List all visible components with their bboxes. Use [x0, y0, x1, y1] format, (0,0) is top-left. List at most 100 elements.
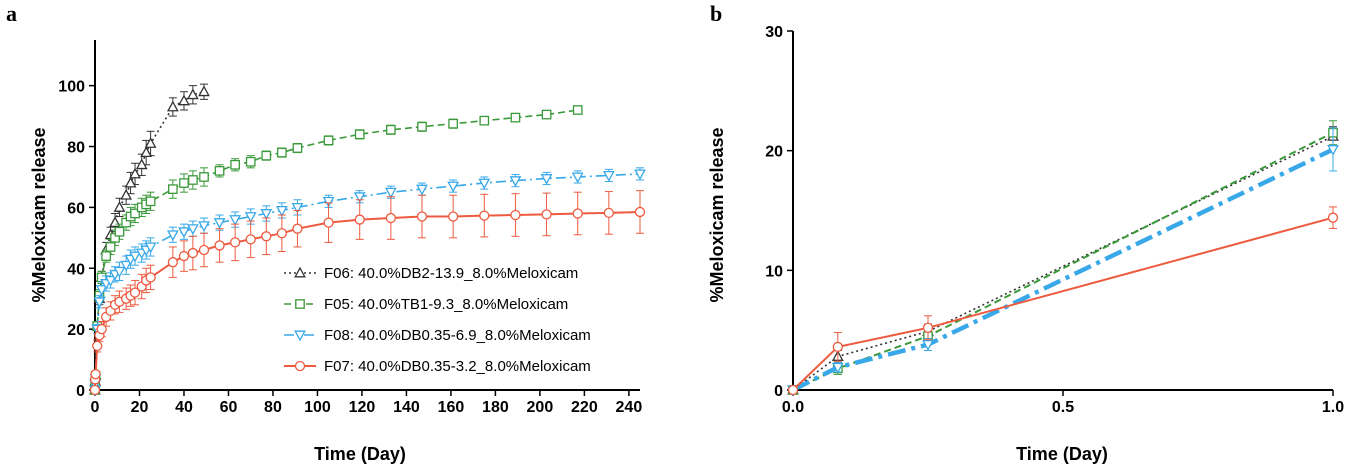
data-point-f06 — [129, 167, 141, 179]
data-point-f07 — [187, 247, 199, 259]
data-point-f05 — [572, 105, 583, 115]
y-tick-label-a: 60 — [67, 200, 85, 217]
y-axis-title-b: %Meloxicam release — [707, 127, 727, 302]
x-tick-label-a: 60 — [220, 399, 238, 416]
data-point-f06 — [109, 216, 121, 228]
data-point-f07 — [90, 369, 101, 380]
data-point-f05 — [354, 129, 365, 140]
legend: F06: 40.0%DB2-13.9_8.0%Meloxicam F05: 40.… — [284, 265, 591, 375]
data-point-f08 — [95, 285, 108, 296]
data-point-f08 — [322, 196, 335, 208]
data-point-b-f08 — [831, 362, 844, 374]
data-point-f08 — [291, 202, 304, 214]
data-point-f08 — [509, 176, 522, 187]
data-point-f06 — [178, 94, 190, 106]
data-point-f05 — [188, 175, 198, 185]
data-point-f06 — [113, 201, 126, 212]
data-point-f05 — [541, 109, 552, 120]
data-point-f07 — [572, 208, 583, 219]
x-tick-label-b: 1.0 — [1322, 399, 1344, 416]
y-tick-label-b: 10 — [765, 263, 783, 280]
data-point-f07 — [276, 228, 288, 239]
data-point-f05 — [130, 208, 140, 219]
series-line-f05 — [94, 109, 578, 391]
legend-label-f07: F07: 40.0%DB0.35-3.2_8.0%Meloxicam — [324, 358, 591, 375]
data-point-f05 — [101, 251, 111, 261]
data-point-f08 — [144, 242, 157, 254]
data-point-f07 — [167, 257, 179, 268]
data-point-b-f08 — [1327, 145, 1339, 156]
data-point-f05 — [179, 178, 189, 188]
data-point-f08 — [104, 275, 117, 287]
data-point-f07 — [245, 234, 256, 245]
series-b-f07 — [787, 206, 1339, 396]
chart-panel-a: 0 20 40 60 80 100 120 140 160 180 200 220 240 0 20 40 60… — [58, 40, 646, 416]
data-point-f07 — [541, 209, 552, 220]
data-point-f08 — [229, 215, 242, 226]
panel-letter-a: a — [6, 1, 17, 26]
data-point-f08 — [166, 230, 179, 242]
series-line-b-f08 — [791, 147, 1334, 393]
series-b-f05 — [788, 120, 1338, 395]
x-tick-label-a: 140 — [393, 399, 420, 416]
data-point-f08 — [416, 184, 428, 196]
x-tick-label-a: 160 — [438, 399, 465, 416]
x-tick-label-a: 20 — [131, 399, 149, 416]
data-point-f08 — [602, 170, 615, 182]
x-axis-title-b: Time (Day) — [1016, 444, 1108, 464]
data-point-f07 — [385, 212, 397, 224]
x-tick-label-a: 40 — [175, 399, 193, 416]
data-point-f05 — [245, 156, 256, 167]
x-tick-label-a: 240 — [616, 399, 643, 416]
data-point-f05 — [199, 172, 209, 182]
data-point-b-f07 — [832, 341, 843, 353]
data-point-f08 — [244, 212, 257, 223]
series-f07 — [89, 190, 646, 396]
data-point-f05 — [230, 159, 240, 170]
series-line-b-f05 — [792, 131, 1334, 391]
data-point-f05 — [448, 118, 458, 129]
data-point-f06 — [186, 88, 199, 100]
data-point-f07 — [145, 272, 156, 283]
series-line-b-f07 — [792, 216, 1334, 391]
data-point-f06 — [144, 137, 157, 148]
data-point-f07 — [129, 287, 141, 298]
data-point-f07 — [479, 210, 490, 221]
legend-marker-f06 — [294, 266, 306, 278]
y-tick-label-a: 0 — [76, 383, 85, 400]
data-point-f06 — [124, 176, 137, 188]
data-point-f05 — [277, 147, 287, 158]
x-tick-label-a: 220 — [571, 399, 598, 416]
y-tick-label-b: 0 — [774, 383, 783, 400]
data-point-f08 — [213, 218, 226, 229]
data-point-f05 — [114, 226, 125, 237]
data-point-f08 — [198, 221, 210, 233]
data-point-f05 — [510, 112, 521, 123]
data-point-f07 — [510, 209, 521, 221]
x-tick-label-a: 180 — [482, 399, 509, 416]
data-point-f07 — [178, 250, 190, 262]
data-point-f08 — [447, 181, 460, 193]
data-point-f05 — [214, 166, 225, 176]
series-b-f06 — [787, 126, 1339, 395]
x-tick-label-a: 120 — [349, 399, 376, 416]
y-tick-label-a: 40 — [67, 261, 85, 278]
data-point-f05 — [292, 143, 303, 153]
data-point-f07 — [634, 206, 646, 218]
y-tick-label-a: 20 — [67, 322, 85, 339]
data-point-f05 — [261, 150, 272, 161]
data-point-f08 — [353, 192, 366, 204]
data-point-b-f07 — [1327, 212, 1339, 223]
y-tick-label-a: 100 — [58, 79, 85, 96]
series-f05 — [90, 105, 583, 395]
data-point-f05 — [168, 184, 178, 194]
data-point-f07 — [261, 231, 272, 242]
data-point-f08 — [129, 251, 141, 263]
data-point-f05 — [417, 121, 427, 132]
data-point-f07 — [214, 240, 225, 251]
data-point-b-f08 — [922, 340, 934, 351]
data-point-f08 — [275, 205, 288, 217]
data-point-f05 — [105, 242, 116, 252]
data-point-b-f07 — [787, 384, 799, 396]
